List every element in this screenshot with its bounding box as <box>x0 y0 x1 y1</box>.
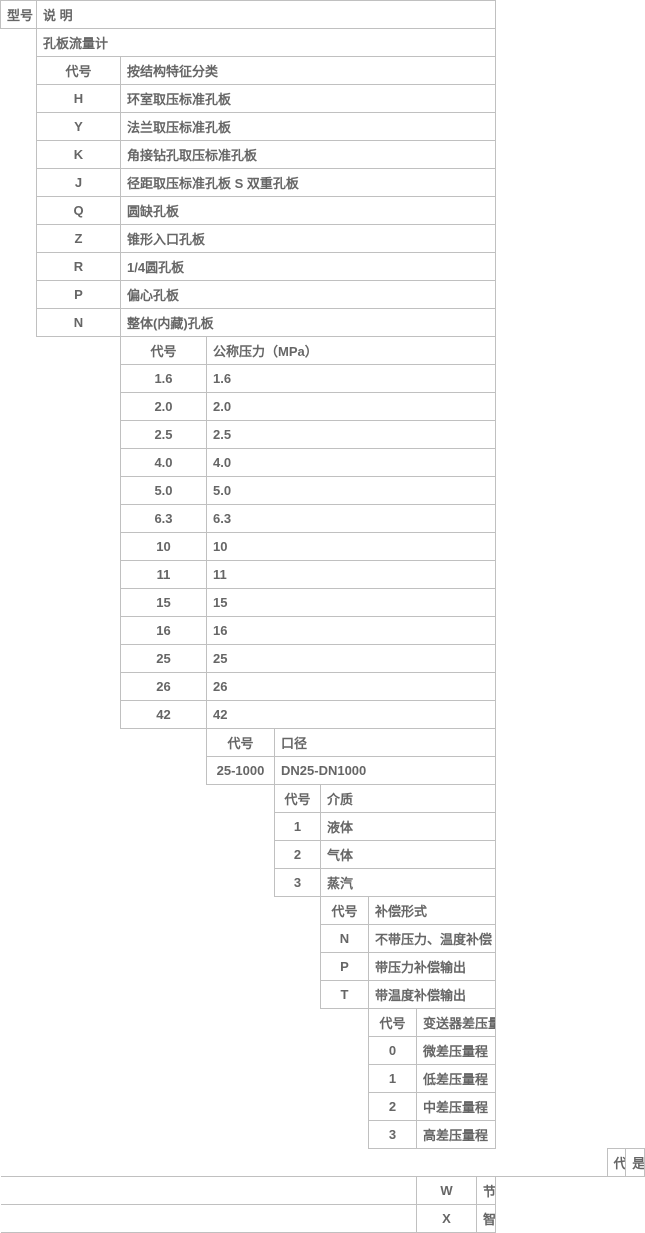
sec5-desc-label: 补偿形式 <box>369 897 496 925</box>
sec7-code: W <box>417 1177 477 1205</box>
title: 孔板流量计 <box>37 29 496 57</box>
sec1-desc: 1/4圆孔板 <box>121 253 496 281</box>
sec6-code: 3 <box>369 1121 417 1149</box>
header-model: 型号 <box>1 1 37 29</box>
sec1-code: J <box>37 169 121 197</box>
sec6-desc: 低差压量程 <box>417 1065 496 1093</box>
sec1-code-label: 代号 <box>37 57 121 85</box>
sec5-desc: 带压力补偿输出 <box>369 953 496 981</box>
sec6-desc: 中差压量程 <box>417 1093 496 1121</box>
sec6-code: 1 <box>369 1065 417 1093</box>
sec2-code: 10 <box>121 533 207 561</box>
sec2-desc: 10 <box>207 533 496 561</box>
sec7-desc: 智能节流装置（流量计) <box>477 1205 496 1233</box>
sec1-code: Z <box>37 225 121 253</box>
sec4-code-label: 代号 <box>275 785 321 813</box>
sec4-desc: 蒸汽 <box>321 869 496 897</box>
sec6-code-label: 代号 <box>369 1009 417 1037</box>
sec2-desc: 26 <box>207 673 496 701</box>
sec2-desc: 15 <box>207 589 496 617</box>
sec1-code: R <box>37 253 121 281</box>
sec5-code: T <box>321 981 369 1009</box>
sec2-code: 26 <box>121 673 207 701</box>
sec4-desc: 气体 <box>321 841 496 869</box>
sec1-desc: 整体(内藏)孔板 <box>121 309 496 337</box>
sec1-desc: 法兰取压标准孔板 <box>121 113 496 141</box>
sec3-code: 25-1000 <box>207 757 275 785</box>
sec1-desc: 环室取压标准孔板 <box>121 85 496 113</box>
sec1-desc: 径距取压标准孔板 S 双重孔板 <box>121 169 496 197</box>
sec1-code: P <box>37 281 121 309</box>
sec1-desc: 圆缺孔板 <box>121 197 496 225</box>
sec1-desc: 偏心孔板 <box>121 281 496 309</box>
sec2-code: 2.0 <box>121 393 207 421</box>
sec2-code: 6.3 <box>121 505 207 533</box>
sec6-desc: 微差压量程 <box>417 1037 496 1065</box>
sec2-code: 16 <box>121 617 207 645</box>
sec6-desc-label: 变送器差压量程范围 <box>417 1009 496 1037</box>
sec2-code: 25 <box>121 645 207 673</box>
sec2-code: 1.6 <box>121 365 207 393</box>
sec2-code: 42 <box>121 701 207 729</box>
spec-table: 型号说 明孔板流量计代号按结构特征分类H环室取压标准孔板Y法兰取压标准孔板K角接… <box>0 0 645 1233</box>
sec2-desc: 25 <box>207 645 496 673</box>
sec1-desc-label: 按结构特征分类 <box>121 57 496 85</box>
sec3-desc: DN25-DN1000 <box>275 757 496 785</box>
sec5-desc: 带温度补偿输出 <box>369 981 496 1009</box>
sec2-code: 2.5 <box>121 421 207 449</box>
sec2-desc: 2.5 <box>207 421 496 449</box>
sec1-code: K <box>37 141 121 169</box>
sec5-code-label: 代号 <box>321 897 369 925</box>
sec2-desc: 16 <box>207 617 496 645</box>
sec7-code: X <box>417 1205 477 1233</box>
sec2-desc: 1.6 <box>207 365 496 393</box>
sec1-desc: 锥形入口孔板 <box>121 225 496 253</box>
sec2-code: 4.0 <box>121 449 207 477</box>
sec2-code: 15 <box>121 589 207 617</box>
sec5-code: N <box>321 925 369 953</box>
sec4-code: 3 <box>275 869 321 897</box>
sec2-desc: 2.0 <box>207 393 496 421</box>
sec1-code: Y <box>37 113 121 141</box>
sec2-desc: 5.0 <box>207 477 496 505</box>
sec4-code: 1 <box>275 813 321 841</box>
sec2-desc: 4.0 <box>207 449 496 477</box>
sec3-code-label: 代号 <box>207 729 275 757</box>
sec2-code-label: 代号 <box>121 337 207 365</box>
sec4-desc-label: 介质 <box>321 785 496 813</box>
sec3-desc-label: 口径 <box>275 729 496 757</box>
sec2-code: 11 <box>121 561 207 589</box>
sec2-desc: 6.3 <box>207 505 496 533</box>
sec2-desc: 42 <box>207 701 496 729</box>
sec6-code: 0 <box>369 1037 417 1065</box>
sec4-code: 2 <box>275 841 321 869</box>
sec7-desc: 节流装置传感器 <box>477 1177 496 1205</box>
sec2-code: 5.0 <box>121 477 207 505</box>
header-desc: 说 明 <box>37 1 496 29</box>
sec6-code: 2 <box>369 1093 417 1121</box>
sec1-desc: 角接钻孔取压标准孔板 <box>121 141 496 169</box>
sec5-code: P <box>321 953 369 981</box>
sec1-code: N <box>37 309 121 337</box>
sec6-desc: 高差压量程 <box>417 1121 496 1149</box>
sec2-desc-label: 公称压力（MPa） <box>207 337 496 365</box>
sec1-code: Q <box>37 197 121 225</box>
sec4-desc: 液体 <box>321 813 496 841</box>
sec1-code: H <box>37 85 121 113</box>
sec5-desc: 不带压力、温度补偿 <box>369 925 496 953</box>
sec2-desc: 11 <box>207 561 496 589</box>
